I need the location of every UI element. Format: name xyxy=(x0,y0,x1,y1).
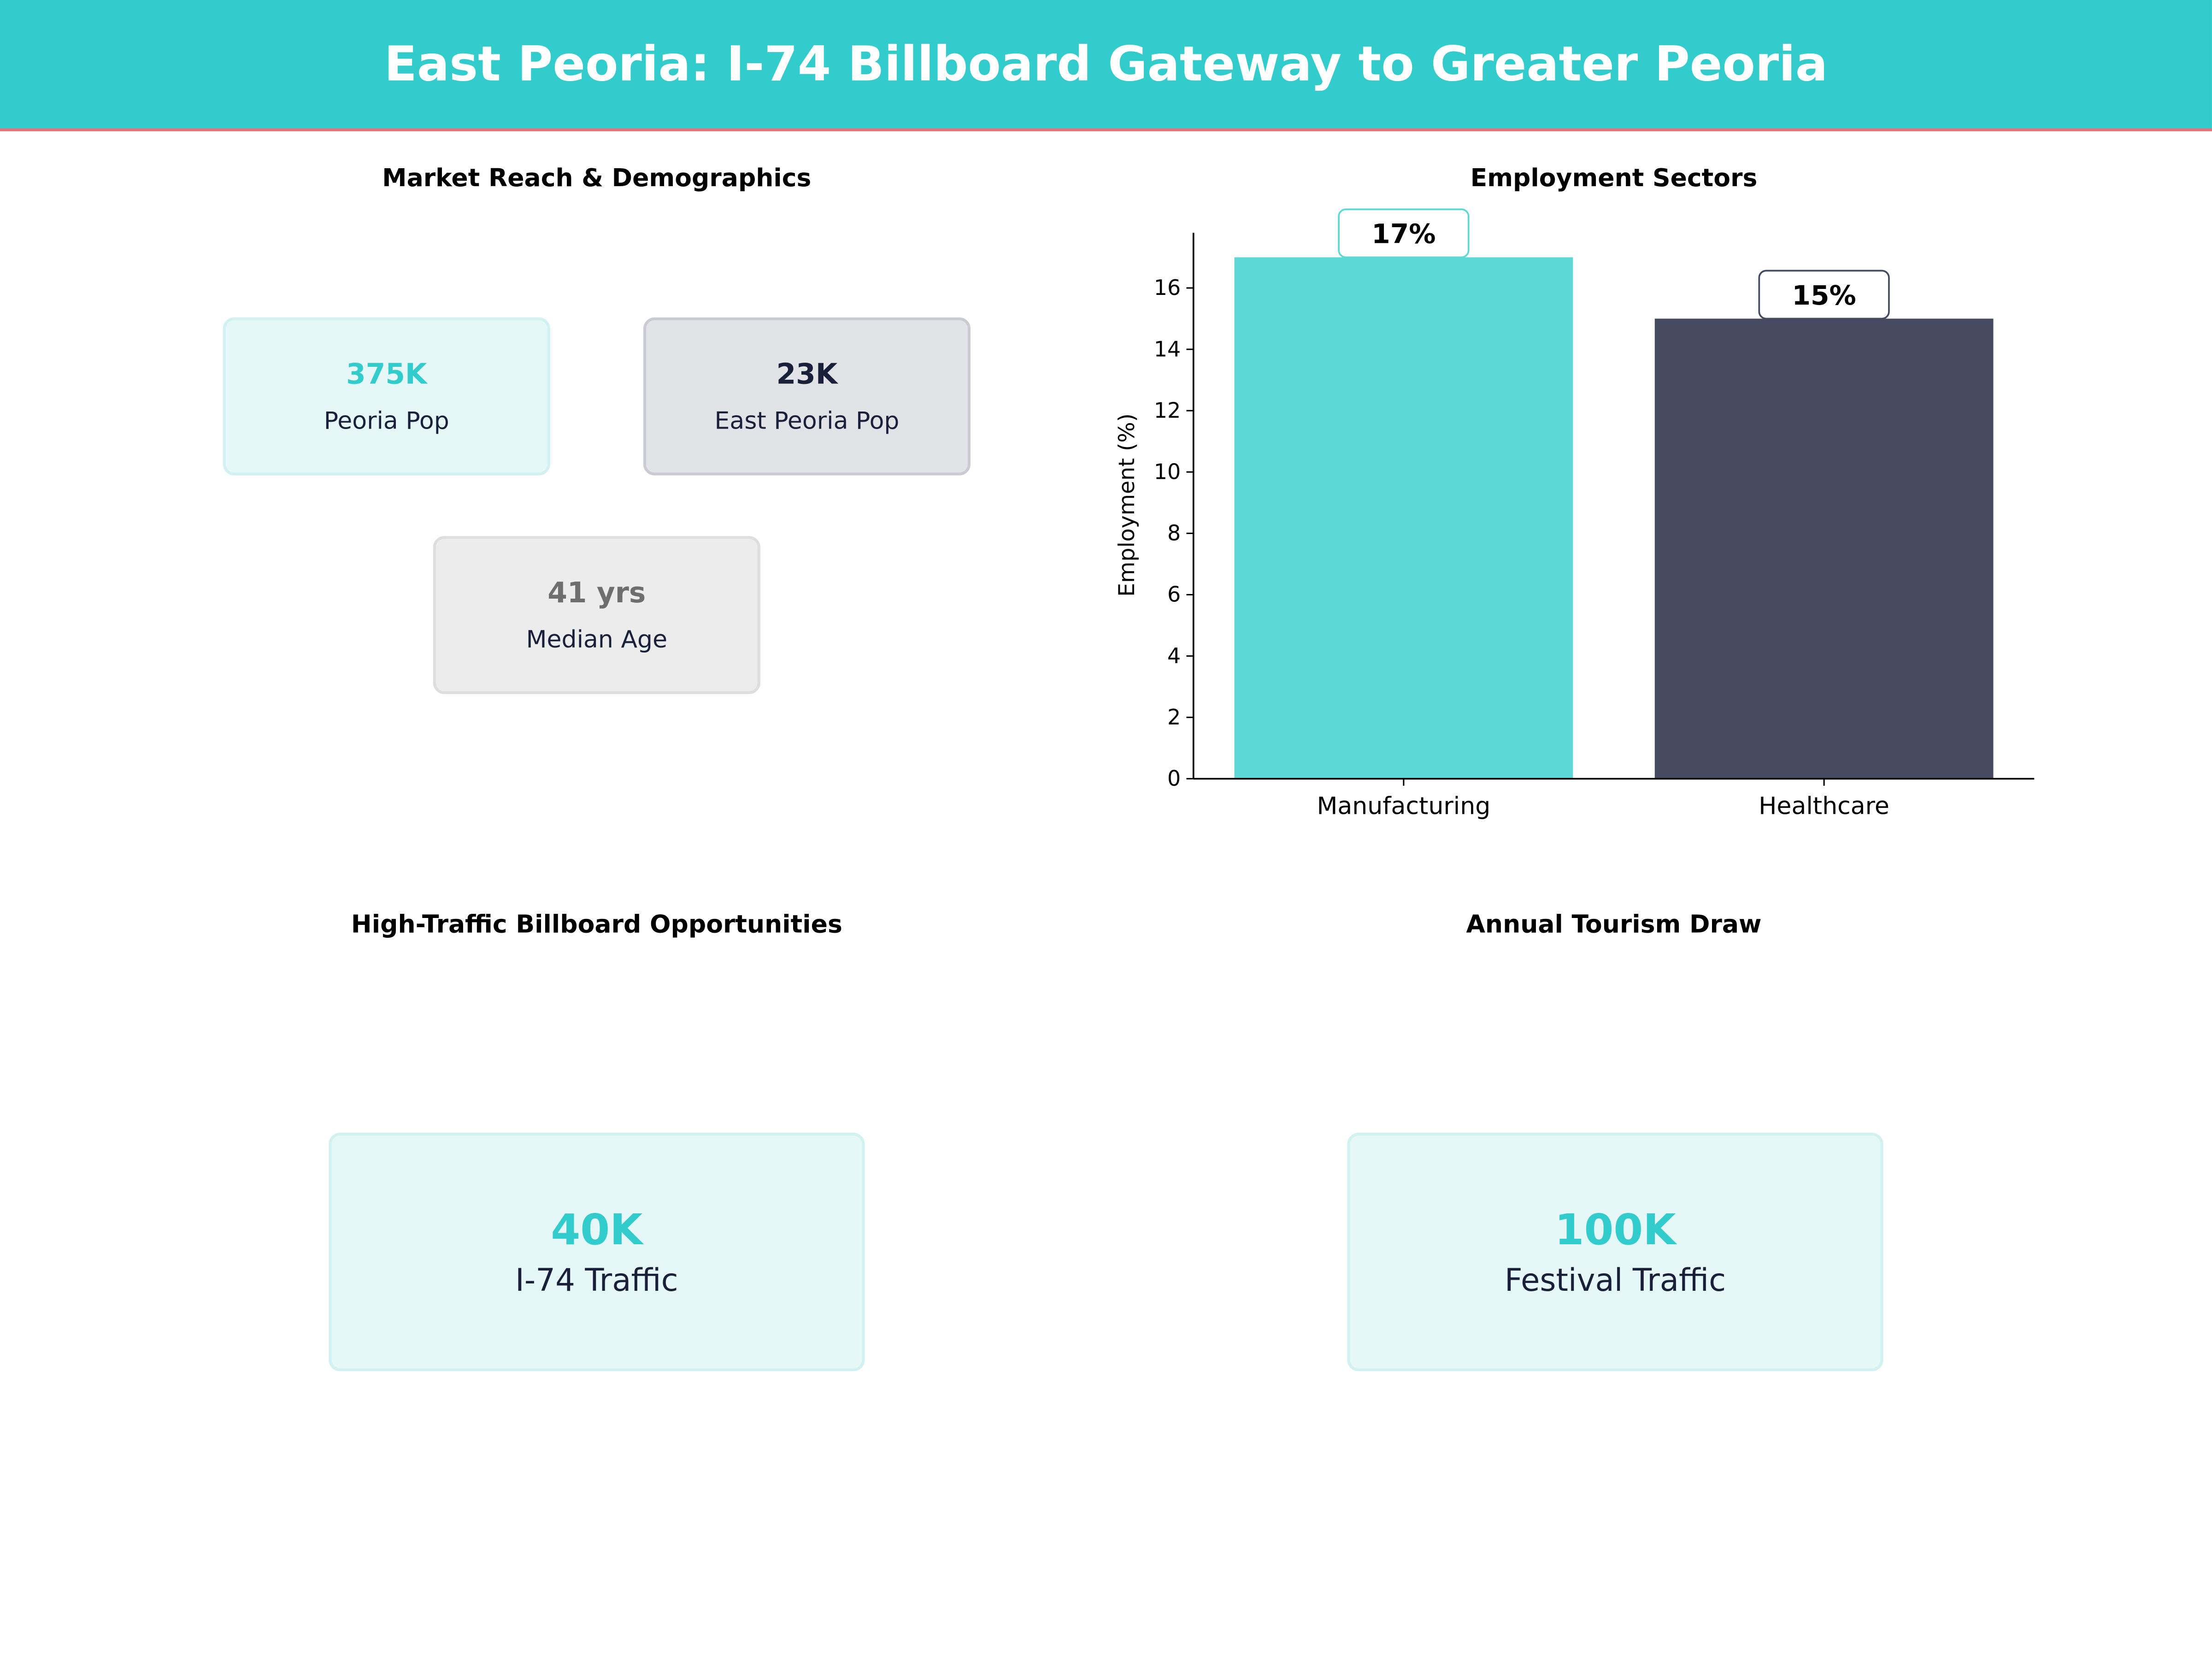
stat-label: East Peoria Pop xyxy=(714,407,900,436)
stat-label: Median Age xyxy=(526,626,668,655)
x-tick-label: Healthcare xyxy=(1759,792,1889,820)
bar-manufacturing xyxy=(1234,257,1573,779)
stat-label: Festival Traffic xyxy=(1504,1263,1726,1299)
tourism-title: Annual Tourism Draw xyxy=(1466,911,1762,940)
data-label-box xyxy=(1338,208,1470,259)
x-tick-label: Manufacturing xyxy=(1317,792,1491,820)
y-tick-label: 2 xyxy=(1167,705,1181,729)
chart-title: Employment Sectors xyxy=(1470,165,1758,194)
y-tick-label: 10 xyxy=(1154,459,1181,484)
stat-label: Peoria Pop xyxy=(324,407,449,436)
stat-card-festival-traffic: 100K Festival Traffic xyxy=(1347,1133,1883,1371)
stat-value: 100K xyxy=(1554,1205,1676,1255)
header-banner: East Peoria: I-74 Billboard Gateway to G… xyxy=(0,0,2212,131)
data-label-box xyxy=(1758,270,1890,320)
stat-value: 375K xyxy=(346,357,427,391)
stat-value: 41 yrs xyxy=(547,575,646,610)
stat-value: 40K xyxy=(551,1205,643,1255)
data-label: 17% xyxy=(1371,218,1435,250)
billboard-title: High-Traffic Billboard Opportunities xyxy=(351,911,842,940)
y-axis-label: Employment (%) xyxy=(1114,413,1140,597)
y-tick-label: 12 xyxy=(1154,398,1181,423)
data-label: 15% xyxy=(1792,280,1856,311)
stat-card-i74-traffic: 40K I-74 Traffic xyxy=(329,1133,865,1371)
stat-card-median-age: 41 yrs Median Age xyxy=(433,536,760,694)
stat-card-peoria-pop: 375K Peoria Pop xyxy=(223,317,550,476)
y-tick-label: 8 xyxy=(1167,521,1181,546)
y-tick-label: 16 xyxy=(1154,275,1181,300)
bar-healthcare xyxy=(1654,318,1994,779)
y-tick-label: 4 xyxy=(1167,643,1181,668)
y-tick-label: 6 xyxy=(1167,582,1181,607)
y-tick-label: 0 xyxy=(1167,766,1181,791)
y-tick-label: 14 xyxy=(1154,336,1181,361)
stat-value: 23K xyxy=(776,357,838,391)
page-title: East Peoria: I-74 Billboard Gateway to G… xyxy=(384,36,1828,93)
stat-label: I-74 Traffic xyxy=(515,1263,678,1299)
demographics-title: Market Reach & Demographics xyxy=(382,165,812,194)
stat-card-east-peoria-pop: 23K East Peoria Pop xyxy=(643,317,971,476)
